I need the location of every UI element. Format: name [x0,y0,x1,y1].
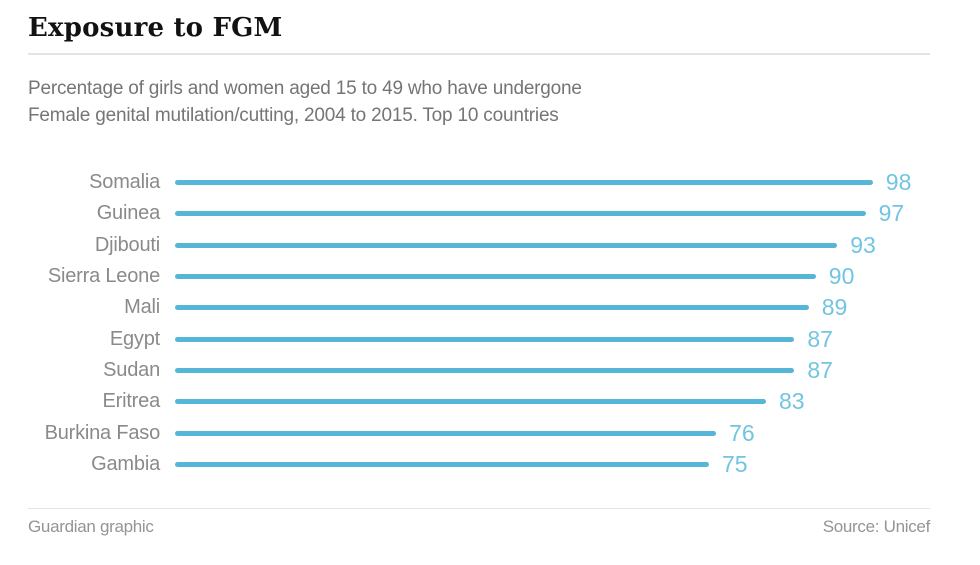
bar [175,305,809,311]
chart-row: Mali 89 [28,292,930,323]
value-label: 90 [828,263,855,290]
country-label: Somalia [89,171,160,194]
chart-row: Sierra Leone 90 [28,261,930,292]
country-label: Sierra Leone [47,265,160,288]
country-label: Gambia [91,452,160,475]
page-title: Exposure to FGM [28,13,283,43]
bar [175,461,709,467]
chart-row: Guinea 97 [28,198,930,229]
title-divider [28,53,930,55]
bar [175,367,795,373]
bar [175,211,866,217]
value-label: 87 [807,356,833,383]
chart-row: Burkina Faso 76 [28,417,930,448]
country-label: Djibouti [94,233,160,256]
footer-source: Source: Unicef [822,516,931,536]
chart-row: Somalia 98 [28,167,930,198]
value-label: 97 [878,200,905,227]
bar [175,274,816,280]
bar [175,242,838,248]
value-label: 83 [779,388,805,415]
chart-row: Gambia 75 [28,449,930,480]
value-label: 93 [850,231,876,258]
chart-row: Sudan 87 [28,355,930,386]
footer-divider [28,507,930,509]
value-label: 89 [821,294,848,321]
country-label: Mali [124,296,160,319]
bar [175,430,717,436]
graphic-container: Exposure to FGM Percentage of girls and … [28,13,930,537]
chart-row: Egypt 87 [28,323,930,354]
value-label: 75 [722,450,748,477]
country-label: Eritrea [102,390,160,413]
value-label: 98 [885,169,912,196]
chart-row: Eritrea 83 [28,386,930,417]
chart-row: Djibouti 93 [28,230,930,261]
value-label: 76 [729,419,755,446]
country-label: Burkina Faso [44,421,161,444]
footer-credit: Guardian graphic [28,516,154,536]
chart-subtitle-line2: Female genital mutilation/cutting, 2004 … [28,105,559,126]
chart-subtitle-line1: Percentage of girls and women aged 15 to… [28,78,582,99]
country-label: Egypt [109,327,160,350]
bar [175,336,795,342]
bar-chart: Somalia 98 Guinea 97 Djibouti 93 Sierra Leone 9… [28,167,930,480]
country-label: Guinea [96,202,160,225]
value-label: 87 [807,325,833,352]
footer: Guardian graphic Source: Unicef [28,517,930,537]
chart-subtitle: Percentage of girls and women aged 15 to… [28,75,930,129]
bar [175,399,766,405]
country-label: Sudan [103,358,160,381]
bar [175,180,873,186]
